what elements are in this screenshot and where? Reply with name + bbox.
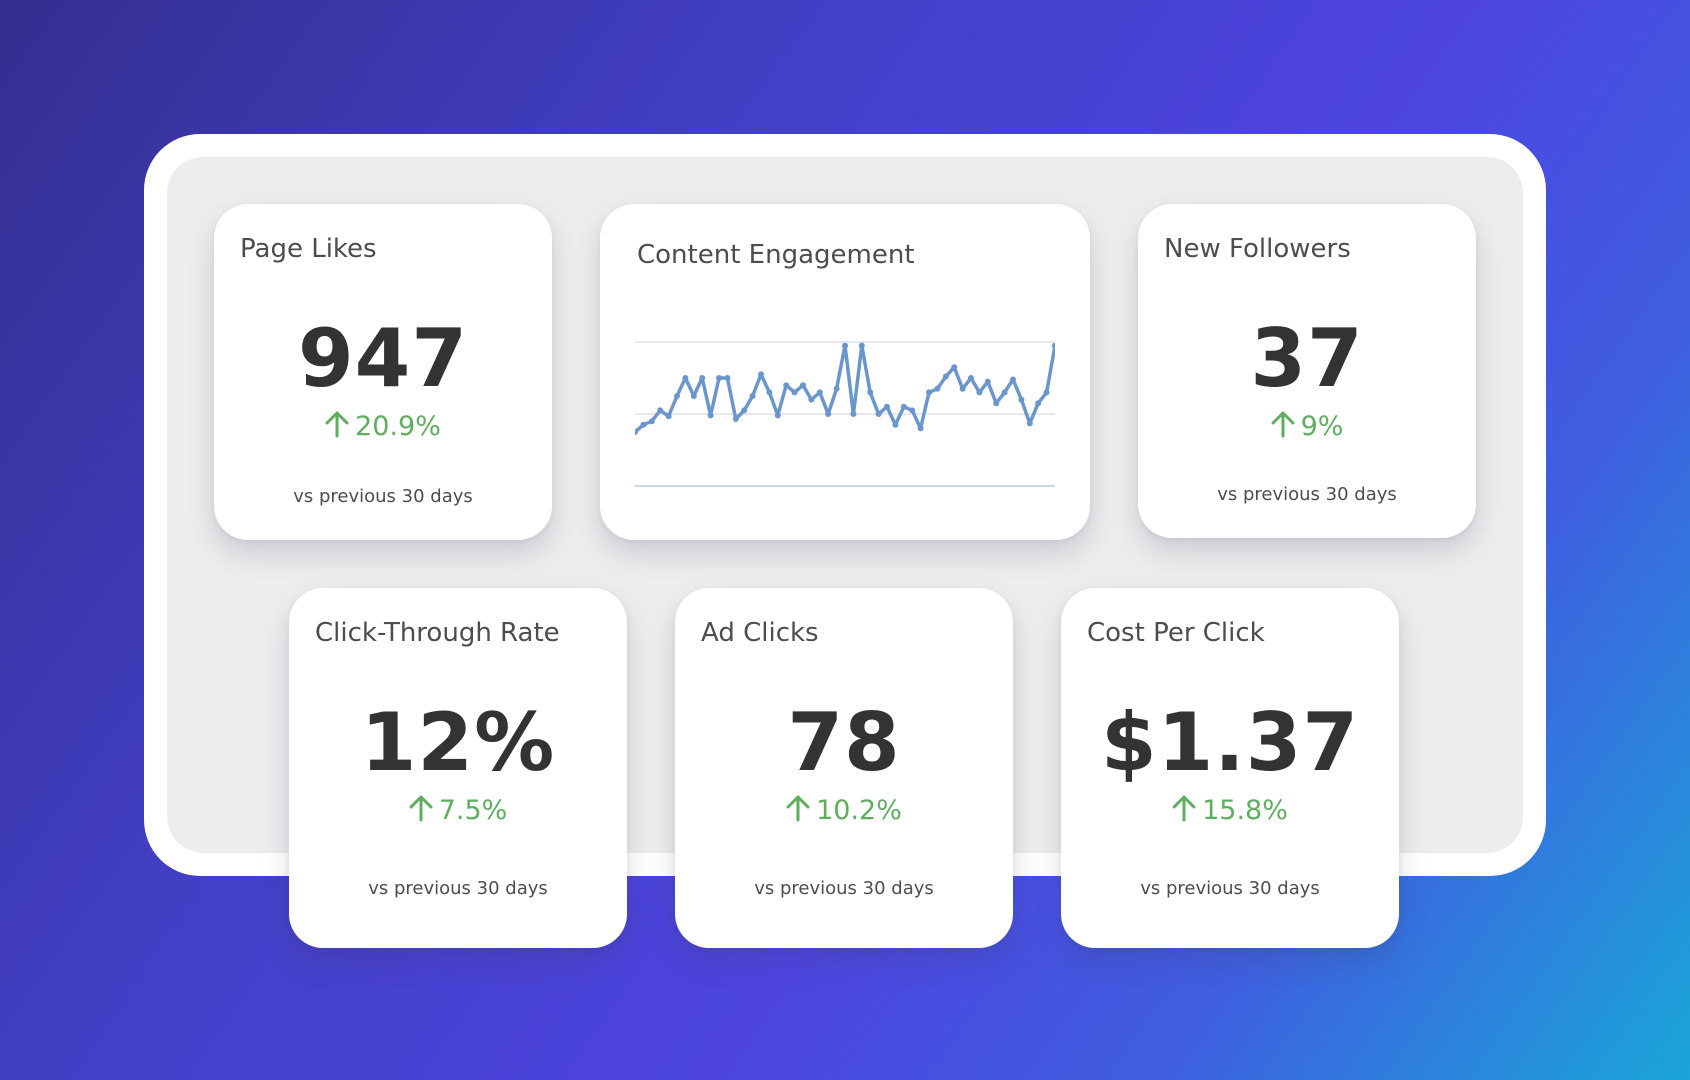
engagement-data-point (808, 396, 815, 403)
engagement-data-point (1026, 420, 1033, 427)
arrow-up-icon (1172, 795, 1196, 822)
kpi-comparison: vs previous 30 days (293, 486, 473, 507)
engagement-data-point (968, 375, 974, 381)
engagement-data-point (1035, 400, 1042, 407)
arrow-up-icon (325, 411, 349, 438)
engagement-line-chart (635, 341, 1055, 487)
kpi-value: $1.37 (1100, 696, 1360, 789)
kpi-card-page-likes[interactable]: Page Likes 947 20.9% vs previous 30 days (214, 204, 552, 540)
engagement-data-point (690, 393, 697, 399)
kpi-title: Click-Through Rate (315, 618, 560, 648)
kpi-delta-value: 7.5% (438, 795, 508, 826)
kpi-comparison: vs previous 30 days (1140, 878, 1320, 899)
engagement-data-point (858, 342, 865, 349)
kpi-comparison: vs previous 30 days (754, 878, 934, 899)
arrow-up-icon (1271, 411, 1295, 438)
kpi-value: 947 (298, 312, 468, 405)
engagement-data-point (850, 411, 857, 417)
engagement-data-point (951, 364, 958, 371)
kpi-delta-value: 9% (1300, 411, 1344, 442)
kpi-comparison: vs previous 30 days (1217, 484, 1397, 505)
engagement-data-point (984, 378, 991, 385)
kpi-delta: 20.9% (214, 410, 552, 442)
engagement-data-point (1001, 389, 1008, 396)
engagement-data-point (825, 411, 832, 417)
engagement-data-point (1018, 396, 1025, 403)
engagement-data-point (791, 389, 798, 396)
kpi-value: 12% (360, 696, 556, 789)
engagement-data-point (724, 375, 731, 381)
chart-title: Content Engagement (637, 240, 915, 270)
engagement-data-point (758, 371, 764, 378)
engagement-data-point (976, 389, 983, 396)
kpi-delta-value: 15.8% (1202, 795, 1288, 826)
engagement-data-point (842, 342, 848, 349)
engagement-data-point (959, 385, 966, 392)
engagement-data-point (707, 412, 714, 419)
engagement-data-point (682, 375, 689, 381)
engagement-data-point (783, 382, 790, 389)
engagement-data-point (934, 385, 941, 392)
engagement-data-point (657, 407, 664, 414)
engagement-data-point (766, 389, 773, 396)
engagement-data-point (648, 418, 655, 425)
engagement-data-point (716, 375, 722, 381)
engagement-data-point (900, 403, 907, 410)
arrow-up-icon (409, 795, 433, 822)
arrow-up-icon (786, 795, 810, 822)
engagement-data-point (800, 382, 806, 389)
engagement-data-point (699, 375, 706, 381)
engagement-data-point (884, 403, 890, 410)
kpi-title: Ad Clicks (701, 618, 819, 648)
kpi-title: Cost Per Click (1087, 618, 1265, 648)
kpi-delta-value: 10.2% (816, 795, 902, 826)
engagement-data-point (674, 393, 680, 399)
kpi-delta-value: 20.9% (355, 411, 441, 442)
chart-card-content-engagement[interactable]: Content Engagement (600, 204, 1090, 540)
engagement-data-point (833, 385, 840, 392)
engagement-data-point (867, 389, 874, 396)
kpi-card-click-through-rate[interactable]: Click-Through Rate 12% 7.5% vs previous … (289, 588, 627, 948)
engagement-data-point (665, 413, 672, 420)
engagement-data-point (1052, 342, 1055, 349)
engagement-data-point (909, 407, 916, 414)
engagement-data-point (917, 425, 924, 432)
kpi-delta: 15.8% (1061, 794, 1399, 826)
engagement-data-point (774, 412, 781, 419)
engagement-data-point (635, 429, 638, 435)
engagement-data-point (892, 421, 899, 428)
engagement-data-point (926, 389, 932, 396)
kpi-delta: 10.2% (675, 794, 1013, 826)
engagement-data-point (640, 421, 647, 428)
kpi-card-cost-per-click[interactable]: Cost Per Click $1.37 15.8% vs previous 3… (1061, 588, 1399, 948)
engagement-data-point (749, 393, 756, 399)
engagement-data-point (1010, 376, 1016, 383)
kpi-title: New Followers (1164, 234, 1351, 264)
engagement-series-line (635, 343, 1055, 434)
engagement-data-point (732, 416, 739, 423)
engagement-data-point (942, 373, 949, 380)
kpi-value: 37 (1250, 312, 1364, 405)
kpi-card-ad-clicks[interactable]: Ad Clicks 78 10.2% vs previous 30 days (675, 588, 1013, 948)
engagement-data-point (816, 389, 823, 396)
kpi-card-new-followers[interactable]: New Followers 37 9% vs previous 30 days (1138, 204, 1476, 538)
engagement-data-point (993, 400, 1000, 407)
kpi-delta: 7.5% (289, 794, 627, 826)
engagement-data-point (875, 411, 882, 417)
kpi-title: Page Likes (240, 234, 377, 264)
engagement-data-point (1043, 389, 1050, 396)
engagement-data-point (741, 407, 748, 414)
kpi-comparison: vs previous 30 days (368, 878, 548, 899)
kpi-delta: 9% (1138, 410, 1476, 442)
kpi-value: 78 (787, 696, 901, 789)
